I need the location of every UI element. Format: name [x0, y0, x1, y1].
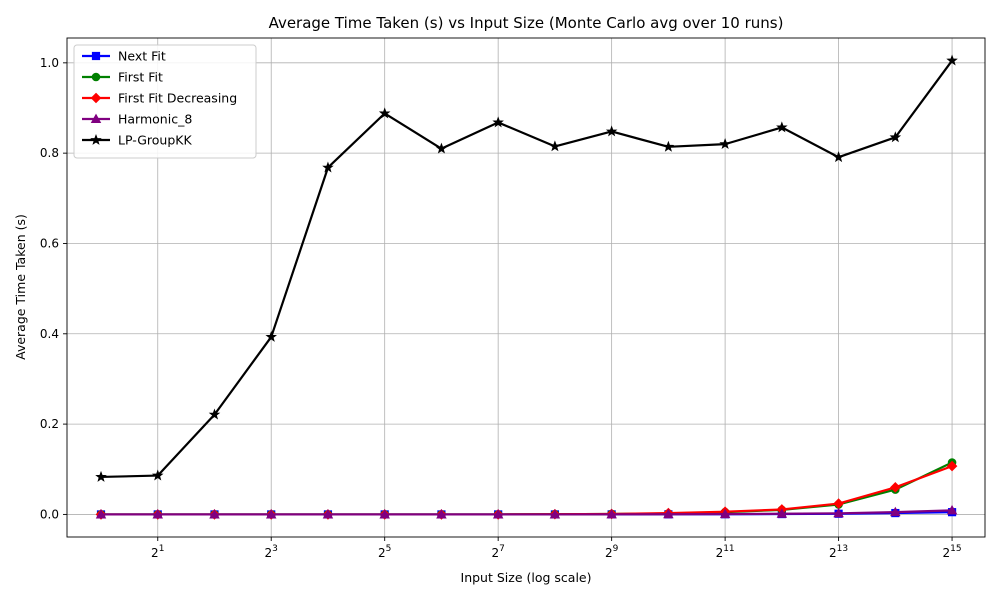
y-tick-label: 1.0: [40, 56, 59, 70]
y-tick-label: 0.6: [40, 236, 59, 250]
series-layer: [95, 54, 958, 520]
data-point: [435, 142, 448, 154]
data-point: [151, 469, 164, 481]
data-point: [946, 54, 958, 66]
x-tick-label: 213: [829, 544, 848, 560]
data-point: [776, 121, 788, 133]
legend-box: [73, 44, 257, 159]
series-line: [101, 509, 953, 516]
y-axis-label: Average Time Taken (s): [13, 214, 28, 360]
y-tick-label: 0.4: [40, 327, 59, 341]
series-first-fit-decreasing: [95, 460, 958, 520]
data-point: [833, 507, 844, 518]
data-point: [95, 470, 107, 482]
data-point: [889, 131, 902, 143]
data-point: [663, 508, 674, 519]
chart-title: Average Time Taken (s) vs Input Size (Mo…: [269, 14, 784, 32]
x-axis-ticks: 21 23 25 27 29 211 213 215: [151, 537, 962, 560]
legend: Next Fit First Fit First Fit Decreasing Har…: [73, 44, 257, 159]
legend-label: First Fit: [118, 70, 163, 85]
data-point: [890, 482, 901, 493]
data-point: [322, 161, 334, 173]
series-line: [101, 461, 953, 516]
series-line: [100, 59, 953, 479]
legend-item: First Fit: [82, 70, 163, 85]
data-point: [946, 460, 958, 472]
x-tick-label: 25: [378, 544, 391, 560]
x-tick-label: 27: [491, 544, 504, 560]
data-point: [492, 508, 504, 519]
legend-marker: [91, 72, 101, 82]
series-first-fit: [96, 458, 957, 519]
data-point: [549, 508, 561, 519]
data-point: [776, 508, 788, 518]
data-point: [719, 508, 731, 519]
x-tick-label: 29: [605, 544, 619, 560]
data-point: [379, 508, 390, 519]
legend-marker: [90, 113, 102, 124]
data-point: [832, 151, 845, 163]
legend-item: LP-GroupKK: [82, 133, 192, 148]
series-harmonic-8: [95, 504, 958, 519]
legend-label: First Fit Decreasing: [118, 91, 237, 106]
plot-frame: [66, 37, 986, 538]
data-point: [152, 508, 163, 519]
legend-label: Next Fit: [118, 49, 166, 64]
legend-marker: [90, 92, 102, 104]
x-tick-label: 21: [151, 544, 164, 560]
data-point: [890, 506, 901, 517]
x-tick-label: 23: [265, 544, 278, 560]
y-tick-label: 0.2: [40, 417, 59, 431]
data-point: [208, 408, 221, 420]
data-point: [946, 504, 958, 515]
legend-marker: [90, 133, 102, 145]
x-tick-label: 211: [716, 544, 735, 560]
y-tick-label: 0.8: [40, 146, 59, 160]
y-axis-ticks: 0.0 0.2 0.4 0.6 0.8 1.0: [40, 56, 67, 521]
data-point: [606, 508, 617, 519]
data-point: [378, 107, 391, 119]
series-lp-groupkk: [95, 54, 958, 482]
data-point: [265, 330, 277, 342]
series-line: [101, 465, 953, 516]
legend-item: First Fit Decreasing: [82, 91, 237, 106]
data-point: [605, 125, 618, 137]
legend-item: Harmonic_8: [82, 112, 192, 127]
data-point: [95, 508, 107, 519]
data-point: [322, 508, 334, 519]
x-axis-label: Input Size (log scale): [461, 570, 592, 585]
data-point: [265, 508, 277, 519]
data-point: [662, 140, 675, 152]
data-point: [209, 508, 220, 519]
legend-marker: [91, 51, 101, 61]
data-point: [719, 138, 731, 150]
data-point: [436, 508, 447, 519]
y-tick-label: 0.0: [40, 507, 59, 521]
legend-label: LP-GroupKK: [118, 133, 192, 148]
data-point: [549, 140, 561, 152]
legend-label: Harmonic_8: [118, 112, 192, 127]
data-point: [492, 116, 504, 128]
legend-item: Next Fit: [82, 49, 166, 64]
x-tick-label: 215: [943, 544, 962, 560]
